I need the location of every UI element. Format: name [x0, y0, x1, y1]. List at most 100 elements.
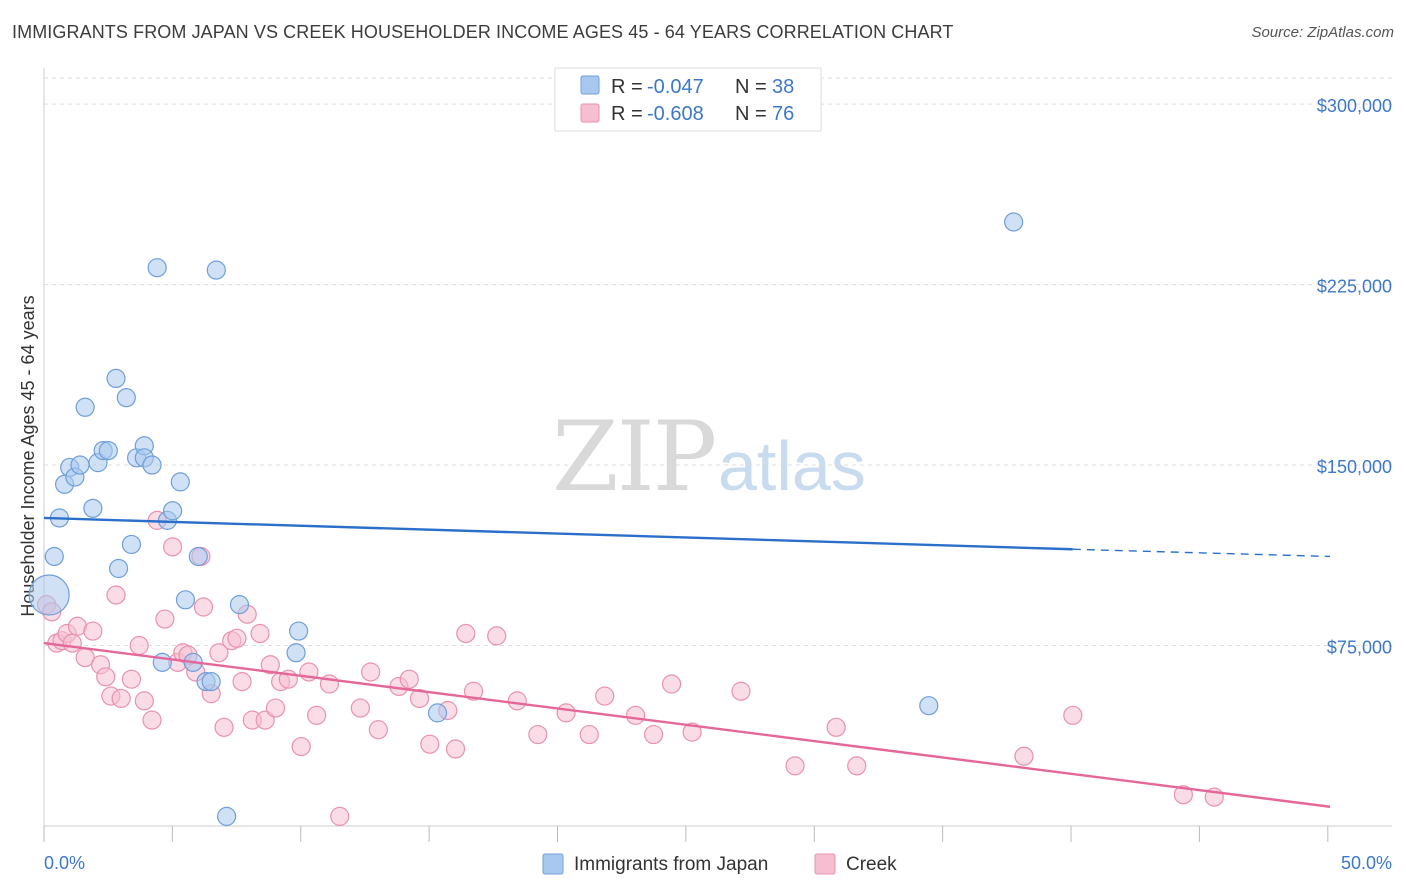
creek-point [330, 806, 350, 826]
creek-point [250, 623, 270, 644]
creek-point [1063, 705, 1083, 725]
trend-lines [43, 516, 1331, 808]
japan-point [919, 696, 939, 716]
creek-trend-line [43, 641, 1331, 808]
creek-point [142, 710, 162, 730]
creek-point [409, 688, 430, 709]
japan-point [121, 534, 142, 555]
creek-point [682, 722, 702, 742]
creek-point [487, 626, 507, 646]
creek-point [625, 705, 646, 725]
creek-point [62, 633, 82, 653]
creek-point [420, 734, 440, 754]
legend-n-value-japan: 38 [772, 76, 794, 98]
creek-point [399, 669, 419, 689]
japan-point [201, 672, 221, 692]
creek-point [643, 724, 664, 745]
japan-point [163, 501, 183, 521]
watermark-zip: ZIP [552, 401, 715, 513]
watermark-atlas: atlas [718, 427, 866, 505]
japan-point [229, 595, 250, 615]
creek-point [129, 635, 149, 656]
creek-point [445, 739, 466, 759]
bottom-legend-label-creek: Creek [846, 854, 897, 875]
creek-point [134, 691, 154, 711]
source-credit: Source: ZipAtlas.com [1251, 24, 1394, 41]
japan-point [106, 368, 126, 388]
japan-point [28, 574, 70, 616]
japan-point [108, 558, 129, 579]
creek-point [463, 681, 484, 701]
creek-point [96, 667, 116, 687]
japan-point [217, 806, 237, 826]
japan-point [289, 621, 309, 641]
creek-point [291, 736, 311, 757]
legend-swatch-creek [580, 103, 600, 123]
y-tick-label-0: $300,000 [1317, 96, 1392, 116]
japan-trend-extension [1072, 548, 1331, 558]
japan-point [116, 388, 136, 408]
creek-point [595, 686, 615, 706]
creek-point [350, 698, 370, 718]
japan-point [427, 703, 448, 723]
japan-point [75, 397, 95, 417]
creek-point [368, 720, 388, 740]
legend-n-value-creek: 76 [772, 103, 794, 125]
japan-point [1004, 212, 1024, 232]
creek-point [155, 609, 175, 629]
creek-point [227, 628, 247, 648]
creek-point [731, 681, 751, 701]
creek-point [232, 672, 252, 692]
legend-n-label-creek: N = [735, 103, 767, 125]
creek-point [260, 655, 280, 675]
japan-point [170, 472, 190, 492]
creek-point [456, 623, 476, 644]
x-tick-label-min: 0.0% [44, 853, 85, 873]
japan-point [206, 260, 226, 280]
legend-n-label-japan: N = [735, 76, 767, 98]
creek-point [209, 643, 229, 663]
japan-point [188, 546, 208, 567]
creek-point [847, 756, 867, 776]
creek-point [826, 717, 846, 737]
japan-point [70, 455, 90, 475]
creek-point [265, 698, 286, 718]
creek-point [528, 724, 548, 745]
japan-point [142, 455, 162, 475]
y-tick-label-3: $75,000 [1327, 638, 1392, 658]
creek-point [361, 662, 381, 682]
series-creek-points [36, 510, 1224, 826]
chart-title: IMMIGRANTS FROM JAPAN VS CREEK HOUSEHOLD… [12, 22, 954, 42]
creek-point [121, 669, 142, 689]
y-tick-label-1: $225,000 [1317, 277, 1392, 297]
japan-point [152, 652, 172, 672]
creek-point [307, 705, 327, 725]
japan-point [286, 643, 306, 663]
legend-r-value-creek: -0.608 [647, 103, 704, 125]
legend-r-label-japan: R = [611, 76, 643, 98]
bottom-legend-swatch-japan [542, 853, 564, 875]
creek-point [661, 674, 682, 694]
creek-point [785, 756, 805, 776]
gridlines [44, 77, 1392, 647]
y-axis-label: Householder Income Ages 45 - 64 years [18, 295, 38, 616]
legend-r-label-creek: R = [611, 103, 643, 125]
creek-point [163, 537, 183, 557]
japan-point [83, 498, 103, 518]
legend-swatch-japan [580, 75, 600, 95]
x-ticks [43, 826, 1329, 842]
y-tick-labels: $300,000 $225,000 $150,000 $75,000 [1317, 96, 1392, 657]
creek-point [83, 621, 103, 641]
creek-point [111, 688, 131, 709]
japan-point [175, 590, 196, 610]
creek-point [193, 597, 214, 617]
series-japan-points [28, 212, 1024, 826]
creek-point [1173, 785, 1193, 805]
y-tick-label-2: $150,000 [1317, 457, 1392, 477]
japan-trend-line [43, 516, 1073, 551]
x-tick-label-max: 50.0% [1341, 853, 1392, 873]
japan-point [98, 440, 118, 461]
creek-point [1014, 746, 1034, 766]
creek-point [579, 724, 599, 745]
